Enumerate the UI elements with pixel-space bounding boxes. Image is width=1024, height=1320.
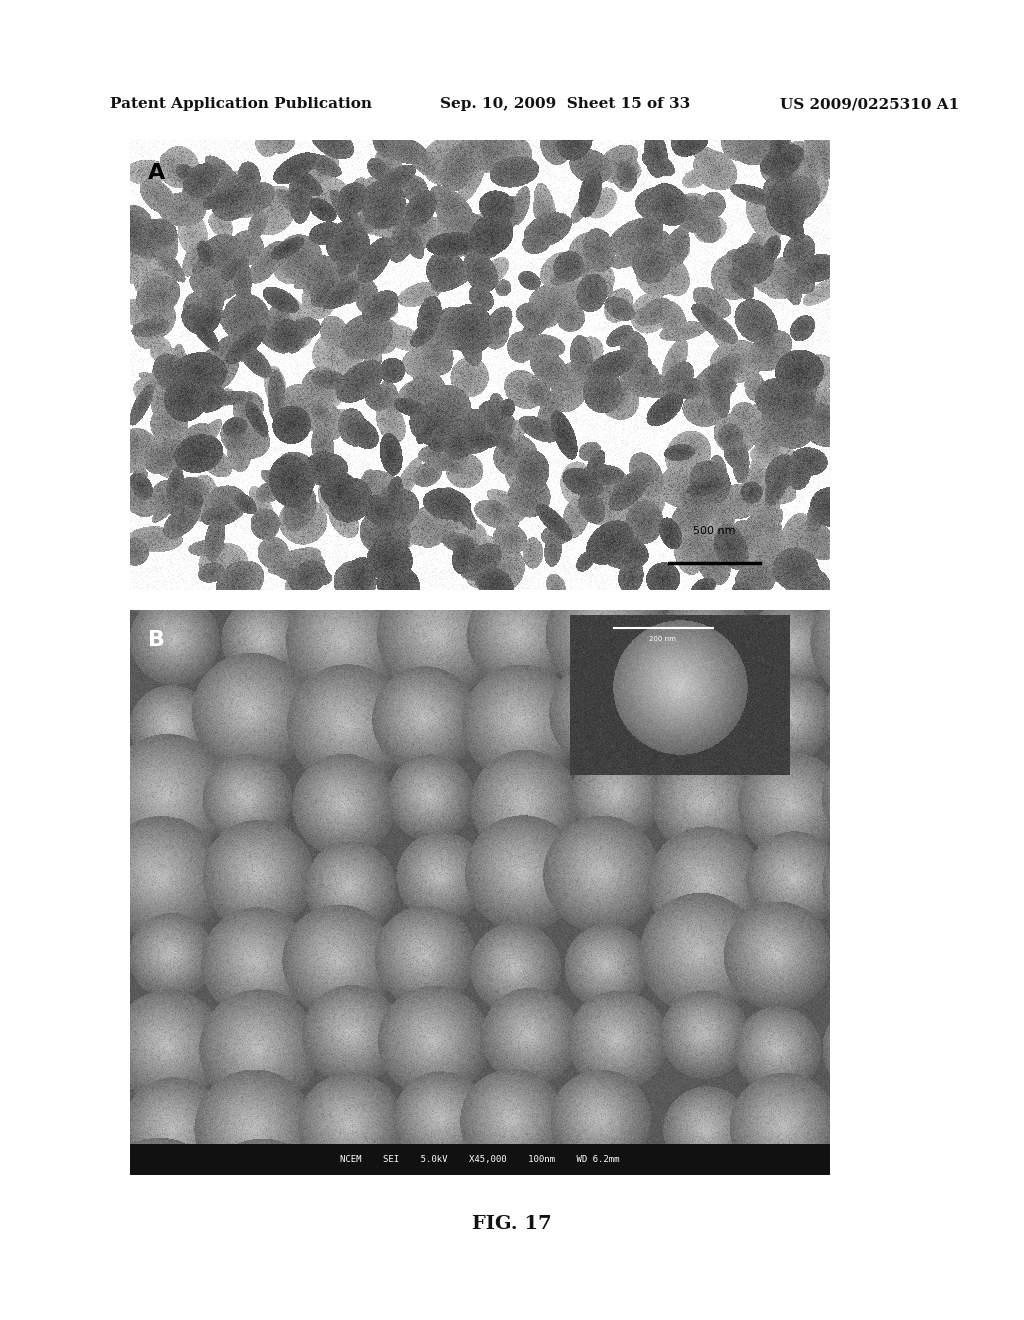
Text: Patent Application Publication: Patent Application Publication [110, 96, 372, 111]
Text: A: A [147, 162, 165, 182]
Text: NCEM    SEI    5.0kV    X45,000    100nm    WD 6.2mm: NCEM SEI 5.0kV X45,000 100nm WD 6.2mm [340, 1155, 620, 1164]
Text: 500 nm: 500 nm [693, 525, 736, 536]
Text: FIG. 17: FIG. 17 [472, 1214, 552, 1233]
Text: Sep. 10, 2009  Sheet 15 of 33: Sep. 10, 2009 Sheet 15 of 33 [440, 96, 690, 111]
Text: 200 nm: 200 nm [649, 636, 676, 642]
Bar [130, 1144, 830, 1175]
Text: US 2009/0225310 A1: US 2009/0225310 A1 [780, 96, 959, 111]
Text: B: B [147, 630, 165, 649]
